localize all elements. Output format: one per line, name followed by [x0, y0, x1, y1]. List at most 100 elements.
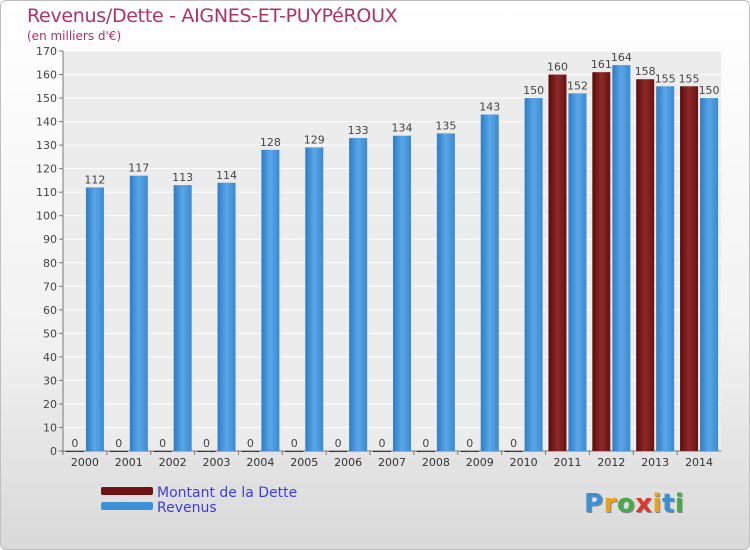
bar-revenus [480, 114, 499, 451]
bar-revenus [261, 149, 280, 451]
y-tick-label: 30 [43, 374, 57, 387]
data-label-dette: 158 [635, 65, 656, 78]
x-tick-label: 2002 [159, 456, 187, 469]
chart-title: Revenus/Dette - AIGNES-ET-PUYPéROUX [27, 5, 398, 27]
bar-dette [241, 451, 260, 452]
bar-dette [416, 451, 435, 452]
bar-revenus [305, 147, 324, 451]
bar-dette [329, 451, 348, 452]
legend-label-dette: Montant de la Dette [157, 485, 298, 501]
data-label-dette: 0 [335, 437, 342, 450]
data-label-revenus: 117 [128, 162, 149, 175]
data-label-dette: 0 [510, 437, 517, 450]
data-label-dette: 0 [71, 437, 78, 450]
bar-revenus [436, 133, 455, 451]
bar-dette [285, 451, 304, 452]
data-label-dette: 0 [247, 437, 254, 450]
bar-dette [548, 74, 567, 451]
y-tick-label: 150 [36, 92, 57, 105]
bar-revenus [612, 65, 631, 451]
y-tick-label: 10 [43, 421, 57, 434]
legend-swatch-revenus [101, 502, 153, 510]
y-tick-label: 120 [36, 163, 57, 176]
logo-letter: i [674, 489, 685, 519]
x-tick-label: 2009 [466, 456, 494, 469]
x-tick-label: 2006 [334, 456, 362, 469]
x-tick-label: 2007 [378, 456, 406, 469]
bar-revenus [700, 98, 719, 451]
y-tick-label: 80 [43, 257, 57, 270]
legend-swatch-dette [101, 487, 153, 495]
bar-dette [65, 451, 84, 452]
data-label-revenus: 133 [348, 124, 369, 137]
bar-revenus [217, 182, 236, 451]
y-tick-label: 170 [36, 45, 57, 58]
bar-revenus [568, 93, 587, 452]
logo-letter: P [584, 489, 604, 519]
data-label-dette: 160 [547, 61, 568, 74]
y-tick-label: 160 [36, 69, 57, 82]
logo-letter: o [616, 489, 636, 519]
data-label-revenus: 155 [655, 72, 676, 85]
y-tick-label: 50 [43, 327, 57, 340]
bar-revenus [129, 175, 148, 452]
logo-letter: i [652, 489, 662, 519]
x-tick-label: 2003 [203, 456, 231, 469]
bar-dette [109, 451, 128, 452]
data-label-dette: 0 [203, 437, 210, 450]
bar-dette [153, 451, 172, 452]
x-tick-label: 2005 [290, 456, 318, 469]
logo-letter: x [635, 489, 653, 519]
data-label-revenus: 164 [611, 51, 632, 64]
y-tick-label: 20 [43, 398, 57, 411]
y-tick-label: 90 [43, 233, 57, 246]
data-label-revenus: 134 [392, 122, 413, 135]
legend-label-revenus: Revenus [157, 500, 217, 516]
data-label-dette: 0 [291, 437, 298, 450]
y-tick-label: 100 [36, 210, 57, 223]
bar-dette [636, 79, 655, 451]
bar-revenus [524, 98, 543, 451]
y-tick-label: 40 [43, 351, 57, 364]
data-label-revenus: 150 [523, 84, 544, 97]
data-label-dette: 0 [466, 437, 473, 450]
bar-dette [592, 72, 611, 452]
data-label-dette: 0 [422, 437, 429, 450]
y-tick-label: 140 [36, 116, 57, 129]
bar-dette [197, 451, 216, 452]
y-tick-label: 110 [36, 186, 57, 199]
data-label-revenus: 114 [216, 169, 237, 182]
chart-subtitle: (en milliers d'€) [27, 29, 122, 43]
bar-dette [460, 451, 479, 452]
bar-revenus [393, 135, 411, 452]
y-tick-label: 70 [43, 280, 57, 293]
data-label-revenus: 128 [260, 136, 281, 149]
data-label-revenus: 113 [172, 171, 193, 184]
bar-revenus [349, 138, 368, 451]
x-tick-label: 2010 [510, 456, 538, 469]
data-label-revenus: 150 [699, 84, 720, 97]
x-tick-label: 2011 [553, 456, 581, 469]
x-tick-label: 2012 [597, 456, 625, 469]
bar-dette [373, 451, 391, 452]
data-label-dette: 0 [159, 437, 166, 450]
x-tick-label: 2014 [685, 456, 713, 469]
data-label-dette: 0 [379, 437, 386, 450]
x-tick-label: 2008 [422, 456, 450, 469]
bar-revenus [173, 185, 192, 451]
bar-revenus [85, 187, 104, 451]
y-tick-label: 130 [36, 139, 57, 152]
data-label-dette: 161 [591, 58, 612, 71]
data-label-revenus: 143 [479, 101, 500, 114]
y-tick-label: 60 [43, 304, 57, 317]
x-tick-label: 2013 [641, 456, 669, 469]
x-tick-label: 2001 [115, 456, 143, 469]
bar-dette [504, 451, 523, 452]
data-label-revenus: 129 [304, 133, 325, 146]
logo-letter: r [603, 489, 617, 519]
data-label-revenus: 152 [567, 79, 588, 92]
data-label-dette: 155 [679, 72, 700, 85]
data-label-dette: 0 [115, 437, 122, 450]
